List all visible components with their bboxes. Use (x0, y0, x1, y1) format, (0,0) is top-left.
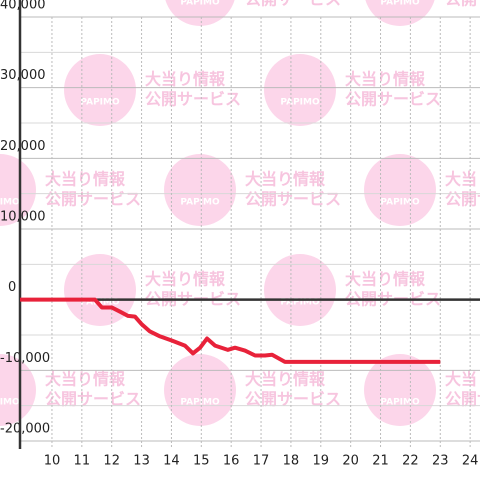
watermark-text: 大当り情報 (145, 70, 226, 89)
watermark-text: 大当り情報 (245, 170, 326, 189)
watermark-text: 大当り情報 (45, 370, 126, 389)
watermark-logo (365, 0, 435, 26)
y-tick-label: 30,000 (0, 68, 46, 83)
data-line (20, 297, 441, 364)
x-tick-label: 16 (223, 454, 240, 469)
watermark-text: 公開サービス (245, 0, 341, 9)
watermark-brand: PAPIMO (280, 298, 320, 308)
watermark-brand: PAPIMO (380, 0, 420, 8)
x-tick-label: 10 (44, 454, 61, 469)
watermark-text: 大当り情報 (345, 270, 426, 289)
x-tick-label: 24 (462, 454, 479, 469)
x-tick-label: 22 (402, 454, 419, 469)
watermark-text: 公開サービス (45, 190, 141, 209)
x-tick-label: 20 (342, 454, 359, 469)
watermark-text: 公開サービス (345, 90, 441, 109)
x-tick-label: 14 (163, 454, 180, 469)
watermark-logo (64, 54, 136, 126)
watermark-brand: PAPIMO (180, 0, 220, 8)
watermark-brand: PAPIMO (0, 398, 20, 408)
watermark-text: 公開サービス (445, 0, 480, 9)
watermark-text: 大当り情報 (245, 370, 326, 389)
x-tick-label: 21 (372, 454, 389, 469)
watermark-logo (0, 354, 36, 426)
watermark-text: 公開サービス (445, 390, 480, 409)
watermark-logo (264, 54, 336, 126)
watermark-text: 公開サービス (145, 90, 241, 109)
x-tick-label: 15 (193, 454, 210, 469)
watermark-text: 公開サービス (245, 190, 341, 209)
watermark-brand: PAPIMO (80, 98, 120, 108)
watermark-text: 公開サービス (45, 390, 141, 409)
watermark-brand: PAPIMO (380, 198, 420, 208)
watermark-logo (64, 254, 136, 326)
watermark-logo (165, 0, 235, 26)
x-tick-label: 12 (103, 454, 120, 469)
x-tick-label: 19 (313, 454, 330, 469)
watermark-brand: PAPIMO (180, 398, 220, 408)
watermark-brand: PAPIMO (180, 198, 220, 208)
watermark-brand: PAPIMO (380, 398, 420, 408)
watermark-text: 大当り情報 (445, 170, 480, 189)
x-tick-label: 17 (253, 454, 270, 469)
y-tick-label: 20,000 (0, 139, 46, 154)
y-tick-label: -10,000 (0, 351, 50, 366)
x-tick-label: 11 (74, 454, 91, 469)
y-tick-label: 10,000 (0, 210, 46, 225)
x-tick-label: 23 (432, 454, 449, 469)
watermark-logo (0, 154, 36, 226)
watermark-text: 大当り情報 (445, 370, 480, 389)
watermark-text: 公開サービス (245, 390, 341, 409)
watermark-brand: PAPIMO (280, 98, 320, 108)
watermark-text: 大当り情報 (45, 170, 126, 189)
watermark-logo (264, 254, 336, 326)
x-tick-label: 18 (283, 454, 300, 469)
watermark-logo (364, 354, 436, 426)
watermark-brand: PAPIMO (0, 198, 20, 208)
watermark-text: 公開サービス (445, 190, 480, 209)
watermark-text: 大当り情報 (345, 70, 426, 89)
watermark-text: 大当り情報 (145, 270, 226, 289)
x-tick-label: 13 (133, 454, 150, 469)
watermark-logo (164, 154, 236, 226)
watermark-logo (364, 154, 436, 226)
watermark-logo (164, 354, 236, 426)
y-tick-label: 0 (8, 280, 16, 295)
y-tick-label: -20,000 (0, 422, 50, 437)
watermark-brand: PAPIMO (80, 298, 120, 308)
y-tick-label: 40,000 (0, 0, 46, 13)
